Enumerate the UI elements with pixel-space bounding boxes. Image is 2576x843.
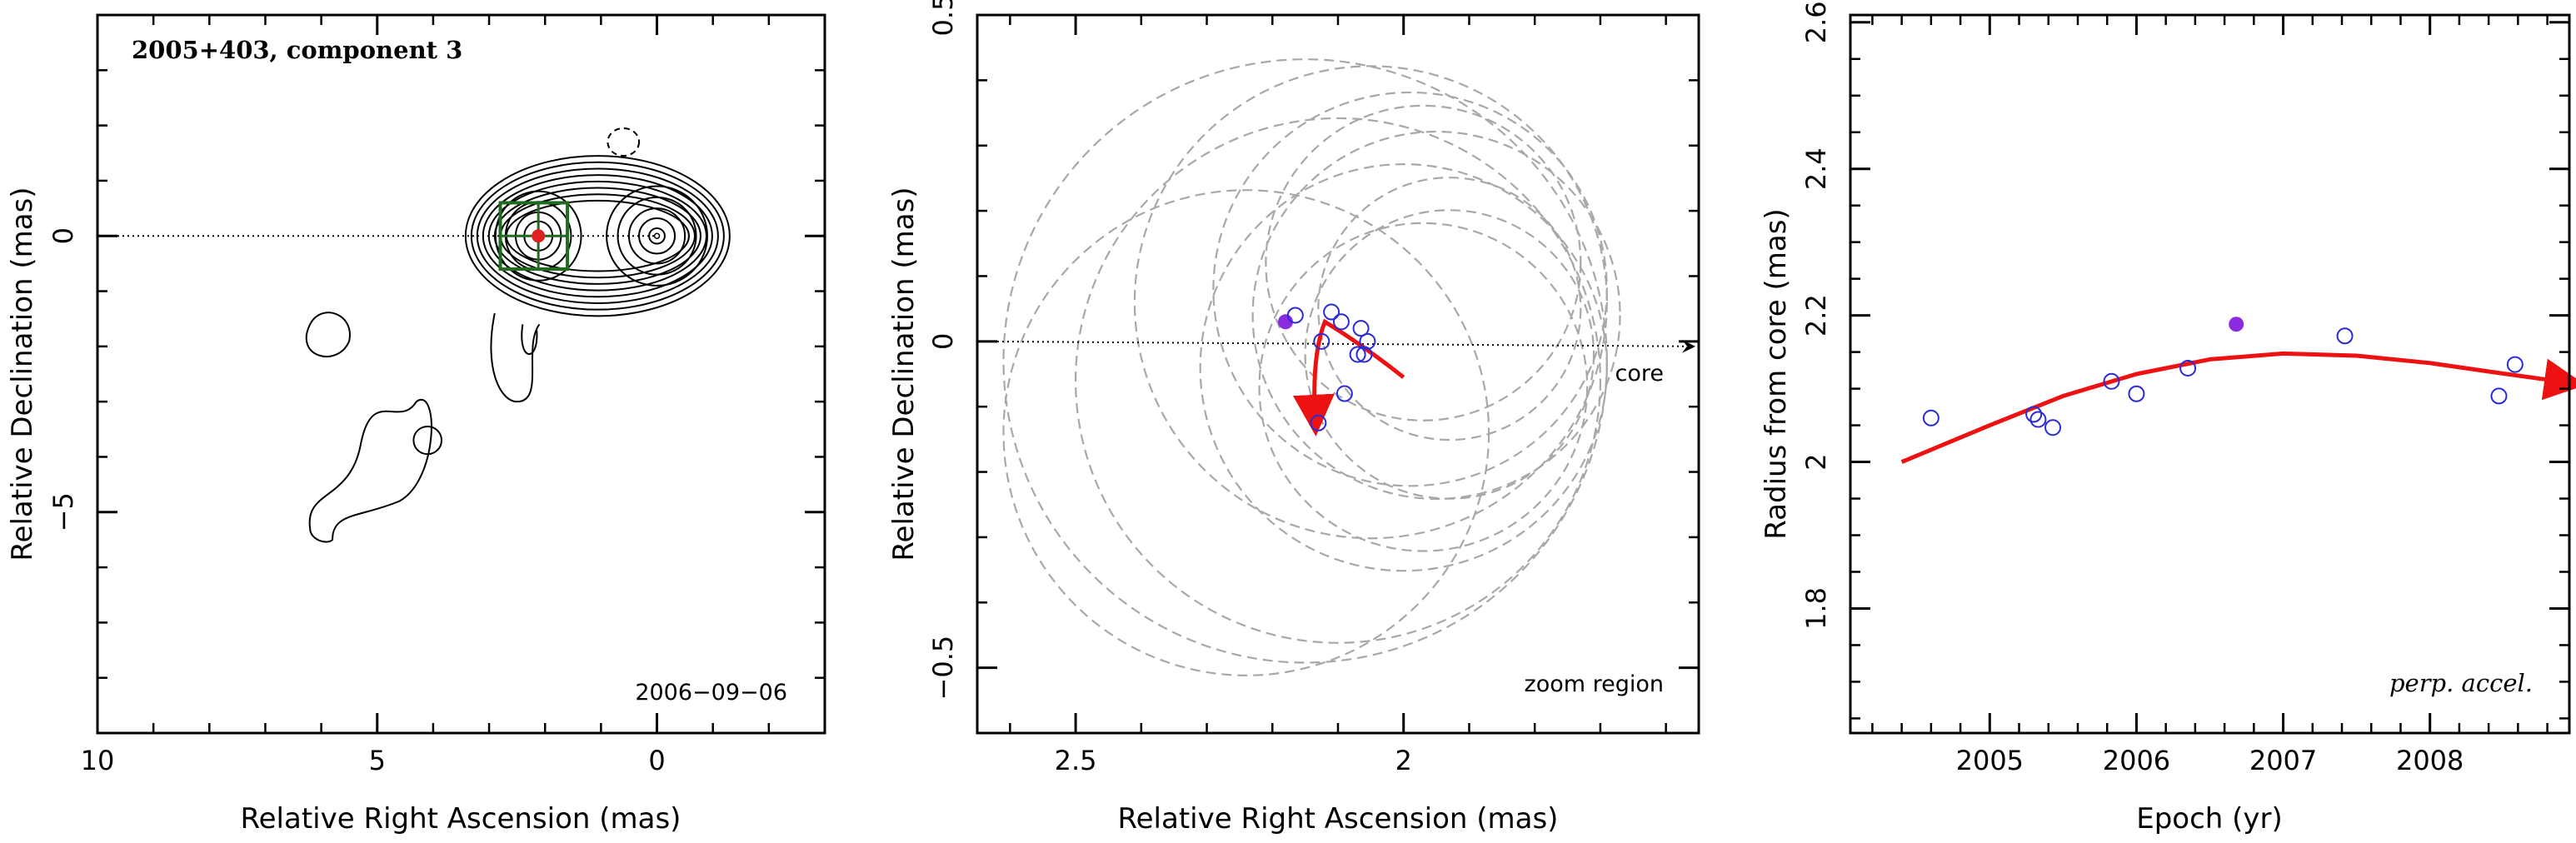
y-tick-label: 0.5 (927, 0, 959, 36)
data-point (1359, 332, 1376, 350)
error-circle (1265, 104, 1582, 422)
data-point (1355, 346, 1373, 363)
plot-frame (96, 13, 826, 735)
panel-contour-map: 10 5 0 0 −5 2005+403, component 3 2006−09−06… (6, 13, 826, 836)
y-axis-title: Radius from core (mas) (1760, 208, 1793, 539)
data-point (1286, 307, 1304, 324)
x-tick-label: 2007 (2249, 745, 2317, 776)
y-tick-label: 2.6 (1800, 1, 1832, 43)
contour-line (412, 425, 442, 456)
component-marker (532, 229, 546, 243)
panel-zoom-region: 2.5 2 0.5 0 −0.5 core zoom region Relative R… (887, 0, 1700, 836)
x-tick-label: 2.5 (1055, 745, 1097, 776)
data-point (1349, 346, 1366, 363)
error-circle (1251, 130, 1621, 501)
core-label: core (1615, 361, 1664, 387)
error-circle (1304, 209, 1595, 500)
data-point (2103, 372, 2120, 390)
core-marker (653, 232, 661, 239)
x-axis-title: Epoch (yr) (2136, 802, 2283, 836)
data-point-filled (2229, 317, 2244, 332)
data-point (2029, 411, 2047, 428)
y-tick-label: 1.8 (1800, 587, 1832, 630)
error-circles (1002, 58, 1621, 676)
contour-lines (305, 127, 731, 543)
data-point (2128, 385, 2145, 402)
data-point (1313, 332, 1330, 350)
contour-line (470, 161, 725, 311)
contour-line (606, 185, 708, 287)
map-title: 2005+403, component 3 (132, 36, 462, 64)
y-tick-label: −5 (47, 492, 79, 531)
epoch-date-label: 2006−09−06 (635, 680, 787, 706)
contour-line (638, 217, 676, 255)
error-circle (1074, 117, 1602, 644)
data-point (1352, 320, 1370, 337)
core-direction-line (976, 339, 1695, 353)
x-tick-label: 2005 (1956, 745, 2024, 776)
plot-frame (976, 13, 1700, 735)
error-circle (1258, 222, 1589, 552)
x-axis-title: Relative Right Ascension (mas) (1118, 802, 1559, 836)
error-circle (1133, 65, 1608, 540)
data-point (2490, 387, 2508, 405)
contour-line (490, 312, 541, 403)
data-point (1335, 385, 1353, 402)
contour-line (308, 398, 432, 543)
data-point (1310, 414, 1327, 431)
x-axis-title: Relative Right Ascension (mas) (241, 802, 681, 836)
y-tick-label: 2.2 (1800, 294, 1832, 337)
plot-frame (1849, 13, 2571, 735)
error-circle (1002, 189, 1490, 676)
contour-line (521, 324, 538, 355)
contour-line (648, 227, 666, 245)
data-point (2179, 359, 2197, 377)
y-axis-title: Relative Declination (mas) (887, 187, 921, 561)
contour-line (494, 190, 582, 282)
x-tick-label: 5 (369, 745, 386, 776)
error-circle (1317, 177, 1582, 441)
error-circle (1199, 163, 1608, 572)
contour-line (305, 312, 351, 357)
contour-line (464, 155, 731, 317)
y-tick-label: −0.5 (927, 636, 959, 701)
y-axis-title: Relative Declination (mas) (6, 187, 39, 561)
data-point (2506, 356, 2524, 373)
data-point (2044, 419, 2062, 436)
x-tick-label: 10 (81, 745, 115, 776)
data-point (1332, 313, 1350, 331)
trajectory-arrow (1292, 318, 1405, 436)
error-circle (1212, 91, 1608, 487)
annotation-label: perp. accel. (2389, 669, 2533, 697)
x-tick-label: 2 (1395, 745, 1412, 776)
negative-contour (607, 127, 641, 157)
x-tick-label: 2008 (2396, 745, 2464, 776)
y-tick-label: 2 (1800, 453, 1832, 470)
panel-radius-vs-epoch: 2005 2006 2007 2008 1.8 2 2.2 2.4 2.6 perp. acce… (1760, 1, 2576, 836)
y-tick-label: 2.4 (1800, 147, 1832, 190)
data-point (2025, 406, 2043, 423)
data-point (1323, 303, 1340, 321)
y-tick-label: 0 (47, 227, 79, 244)
fit-curve (1900, 351, 2576, 464)
data-point (2336, 327, 2354, 345)
contour-line (476, 167, 719, 304)
data-point (1922, 409, 1939, 426)
x-tick-label: 2006 (2103, 745, 2170, 776)
x-tick-label: 0 (648, 745, 665, 776)
contour-line (493, 187, 701, 285)
zoom-region-label: zoom region (1525, 671, 1664, 697)
y-tick-label: 0 (927, 333, 959, 350)
